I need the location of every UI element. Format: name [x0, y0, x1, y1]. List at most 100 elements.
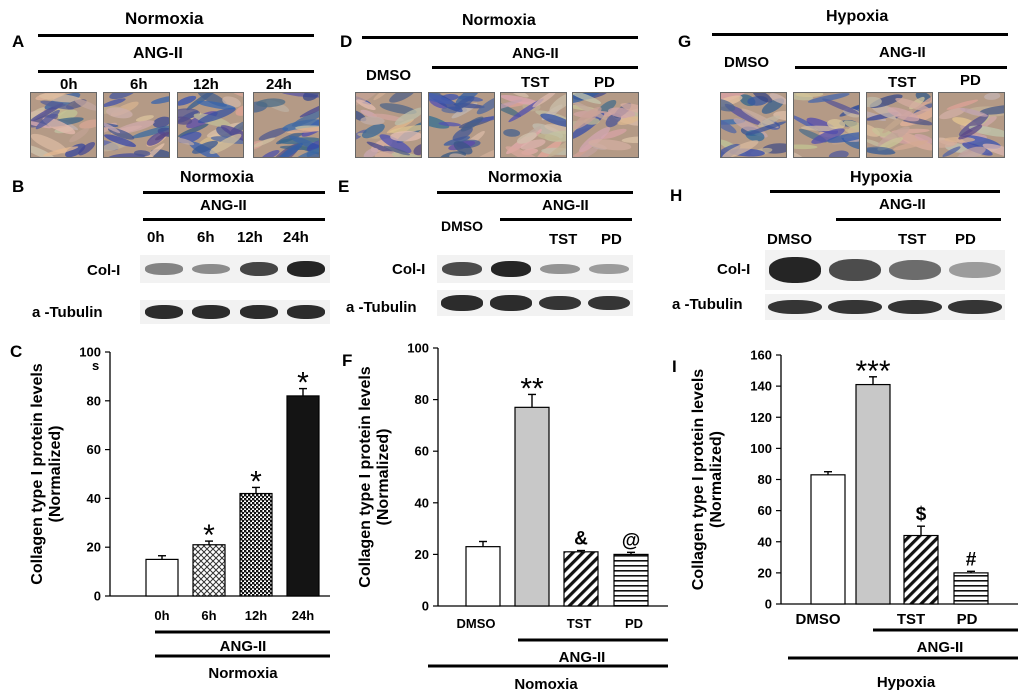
- western-blot-colI: [140, 255, 330, 283]
- bar: [810, 474, 846, 605]
- x-tick-label: TST: [897, 611, 925, 628]
- blot-band: [587, 295, 630, 311]
- panel-e-row-tubulin: a -Tubulin: [346, 299, 417, 316]
- panel-letter-f: F: [342, 351, 353, 370]
- panel-e-row-colI: Col-I: [392, 261, 426, 278]
- x-tick-label: PD: [957, 611, 978, 628]
- panel-b-row-tubulin: a -Tubulin: [32, 304, 103, 321]
- blot-band: [490, 261, 531, 277]
- y-tick-label: 0: [765, 597, 772, 612]
- bar: [613, 553, 649, 607]
- y-tick-label: 0: [422, 599, 429, 614]
- panel-d-condition-line: [362, 36, 638, 39]
- western-blot-tubulin: [437, 290, 633, 316]
- blot-band: [489, 295, 532, 311]
- panel-letter-a: A: [12, 32, 25, 51]
- y-tick-label: 100: [750, 441, 772, 456]
- panel-e-treatment: ANG-II: [542, 197, 589, 214]
- condition-label: Normoxia: [208, 665, 278, 682]
- bar: [239, 492, 273, 597]
- panel-h-lane-tst: TST: [898, 231, 927, 248]
- blot-band: [949, 261, 1001, 279]
- panel-e-lane-tst: TST: [549, 231, 578, 248]
- blot-band: [828, 299, 882, 315]
- panel-b-treatment-line: [143, 218, 325, 221]
- blot-band: [588, 263, 629, 275]
- blot-band: [769, 257, 821, 283]
- group-label: ANG-II: [220, 638, 267, 655]
- significance-marker: *: [297, 367, 309, 400]
- micrograph: [866, 92, 933, 158]
- significance-marker: $: [916, 504, 927, 525]
- panel-e-lane-dmso: DMSO: [441, 218, 483, 234]
- y-tick-label: 60: [758, 503, 772, 518]
- micrograph: [500, 92, 567, 158]
- y-tick-label: 40: [758, 534, 772, 549]
- panel-b-lane-2: 12h: [237, 229, 263, 246]
- y-tick-label: 60: [87, 442, 101, 457]
- panel-g-treatment-line: [795, 66, 1007, 69]
- panel-d-treatment-line: [432, 66, 638, 69]
- x-tick-label: TST: [567, 616, 592, 631]
- x-tick-label: DMSO: [796, 611, 841, 628]
- x-tick-label: 12h: [245, 608, 267, 623]
- condition-label: Nomoxia: [514, 676, 578, 693]
- x-tick-label: 24h: [292, 608, 314, 623]
- significance-marker: &: [574, 529, 588, 550]
- y-axis-label: Collagen type I protein levels: [357, 366, 374, 587]
- western-blot-tubulin: [140, 300, 330, 324]
- significance-marker: ***: [855, 355, 890, 388]
- micrograph: [720, 92, 787, 158]
- micrograph: [177, 92, 244, 158]
- y-tick-label: 20: [87, 540, 101, 555]
- significance-marker: *: [250, 465, 262, 498]
- bar-chart-f: 0 20 40 60 80 100 Collagen type I protein leve…: [357, 341, 668, 693]
- panel-h-treatment-line: [836, 218, 1001, 221]
- panel-h-lane-pd: PD: [955, 231, 976, 248]
- bar: [903, 534, 939, 605]
- panel-b-row-colI: Col-I: [87, 262, 121, 279]
- y-tick-label: 100: [79, 345, 101, 360]
- panel-letter-c: C: [10, 342, 23, 361]
- y-tick-label: 80: [758, 472, 772, 487]
- panel-a-lane-3: 24h: [266, 76, 292, 93]
- western-blot-colI: [437, 255, 633, 283]
- panel-letter-b: B: [12, 177, 25, 196]
- panel-g-condition: Hypoxia: [826, 8, 889, 25]
- panel-h-condition: Hypoxia: [850, 169, 913, 186]
- panel-e-treatment-line: [500, 218, 632, 221]
- micrograph: [253, 92, 320, 158]
- y-tick-label: 20: [415, 547, 429, 562]
- x-tick-label: 0h: [154, 608, 169, 623]
- y-tick-label: 80: [415, 392, 429, 407]
- y-axis-label: Collagen type I protein levels: [690, 369, 707, 590]
- y-tick-label: 40: [415, 495, 429, 510]
- bar: [145, 558, 179, 597]
- panel-a-lane-2: 12h: [193, 76, 219, 93]
- blot-band: [829, 258, 881, 282]
- panel-g-treatment: ANG-II: [879, 44, 926, 61]
- panel-h-treatment: ANG-II: [879, 196, 926, 213]
- panel-b-treatment: ANG-II: [200, 197, 247, 214]
- panel-letter-d: D: [340, 32, 353, 51]
- y-axis-label-2: (Normalized): [375, 429, 392, 526]
- panel-b-condition: Normoxia: [180, 169, 254, 186]
- bar: [465, 546, 501, 607]
- panel-letter-h: H: [670, 186, 683, 205]
- blot-band: [192, 305, 231, 319]
- micrograph: [572, 92, 639, 158]
- x-tick-label: PD: [625, 616, 643, 631]
- group-label: ANG-II: [559, 649, 606, 666]
- bar: [563, 551, 599, 607]
- y-tick-label: 120: [750, 410, 772, 425]
- panel-e-condition: Normoxia: [488, 169, 562, 186]
- panel-g-lane-tst: TST: [888, 74, 917, 91]
- y-axis-label-suffix: s: [92, 358, 99, 373]
- panel-a-lane-1: 6h: [130, 76, 148, 93]
- panel-a-lane-0: 0h: [60, 76, 78, 93]
- panel-letter-g: G: [678, 32, 692, 51]
- y-tick-label: 140: [750, 379, 772, 394]
- panel-a-condition-line: [38, 34, 314, 37]
- western-blot-colI: [765, 250, 1005, 290]
- blot-band: [287, 261, 326, 277]
